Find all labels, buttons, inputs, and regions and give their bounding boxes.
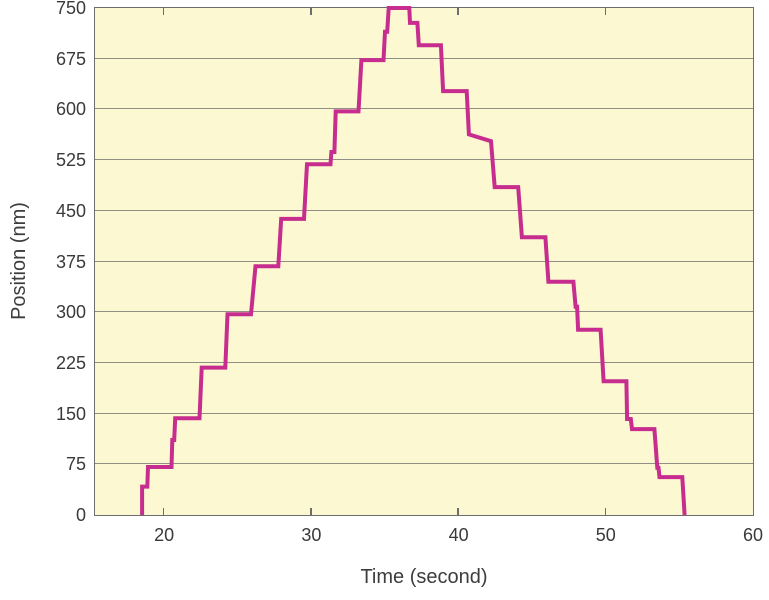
x-tick-mark-top [310, 7, 312, 15]
y-tick-label: 225 [55, 352, 86, 373]
x-tick-mark-top [457, 7, 459, 15]
y-tick-label: 75 [65, 454, 86, 475]
x-tick-mark-bottom [457, 507, 459, 515]
x-tick-mark-top [604, 7, 607, 15]
x-tick-label: 20 [154, 525, 175, 545]
gridline [94, 57, 753, 59]
gridline [94, 108, 753, 110]
plot-area [93, 5, 754, 516]
position-trace-line [139, 5, 687, 515]
y-tick-label: 0 [75, 505, 86, 525]
y-tick-label: 375 [55, 251, 86, 272]
x-tick-mark-bottom [162, 507, 165, 515]
trace-svg [139, 5, 687, 515]
x-tick-mark-bottom [604, 507, 607, 515]
x-tick-label: 50 [595, 525, 616, 545]
gridline [94, 209, 753, 211]
y-tick-label: 525 [55, 150, 86, 171]
x-tick-label: 30 [301, 525, 322, 545]
y-tick-label: 600 [55, 99, 86, 120]
y-tick-label: 750 [55, 0, 86, 18]
x-tick-mark-top [162, 7, 165, 15]
gridline [94, 463, 753, 465]
x-axis-title: Time (second) [360, 566, 488, 588]
gridline [94, 361, 753, 363]
y-tick-label: 300 [55, 302, 86, 323]
x-tick-label: 40 [448, 525, 469, 545]
gridline [94, 260, 753, 262]
y-axis-title: Position (nm) [8, 202, 30, 320]
gridline [94, 311, 753, 313]
y-tick-label: 450 [55, 200, 86, 221]
gridline [94, 159, 753, 161]
gridline [94, 412, 753, 414]
y-tick-label: 150 [55, 403, 86, 424]
y-tick-label: 675 [55, 48, 86, 69]
x-tick-mark-bottom [310, 507, 312, 515]
x-tick-label: 60 [742, 525, 764, 545]
